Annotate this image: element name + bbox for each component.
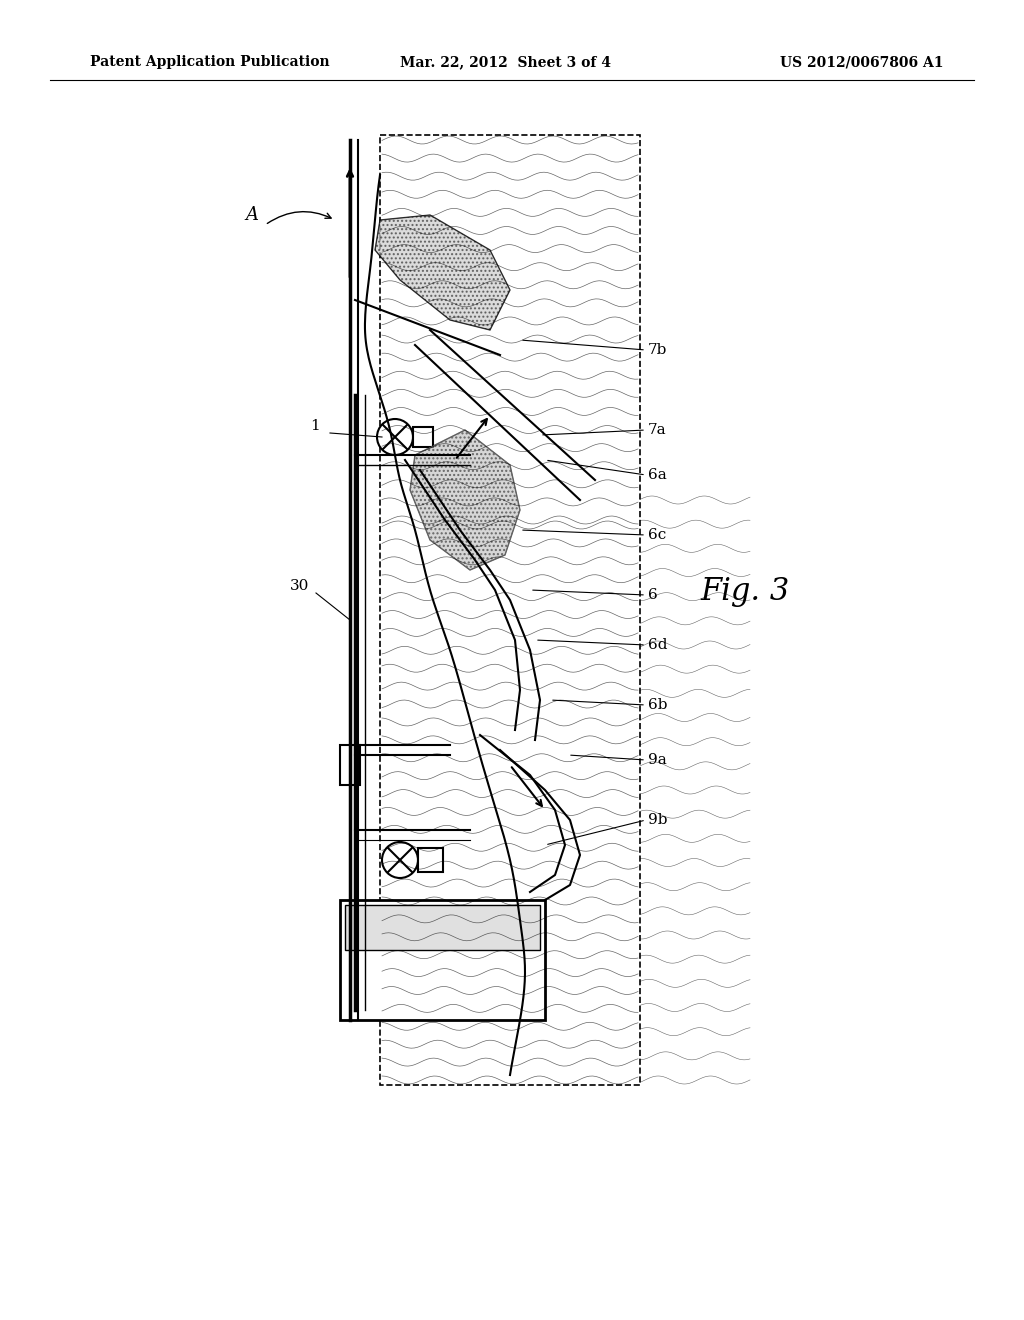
Polygon shape bbox=[410, 430, 520, 570]
Text: Patent Application Publication: Patent Application Publication bbox=[90, 55, 330, 69]
Circle shape bbox=[382, 842, 418, 878]
Text: 9b: 9b bbox=[648, 813, 668, 828]
Text: 30: 30 bbox=[290, 579, 309, 593]
Text: 6: 6 bbox=[648, 587, 657, 602]
Polygon shape bbox=[375, 215, 510, 330]
Text: 6c: 6c bbox=[648, 528, 667, 543]
Text: 9a: 9a bbox=[648, 752, 667, 767]
Text: Fig. 3: Fig. 3 bbox=[700, 576, 790, 607]
Text: Mar. 22, 2012  Sheet 3 of 4: Mar. 22, 2012 Sheet 3 of 4 bbox=[400, 55, 611, 69]
Text: 7a: 7a bbox=[648, 422, 667, 437]
Text: 6b: 6b bbox=[648, 698, 668, 711]
Text: 6a: 6a bbox=[648, 469, 667, 482]
Text: US 2012/0067806 A1: US 2012/0067806 A1 bbox=[780, 55, 943, 69]
Text: 7b: 7b bbox=[648, 343, 668, 356]
Bar bbox=[413, 426, 433, 447]
Bar bbox=[340, 744, 360, 785]
Bar bbox=[340, 900, 545, 1020]
Bar bbox=[418, 847, 443, 873]
Circle shape bbox=[377, 418, 413, 455]
Bar bbox=[345, 906, 540, 950]
Text: 6d: 6d bbox=[648, 638, 668, 652]
Text: A: A bbox=[245, 206, 258, 224]
Text: 1: 1 bbox=[310, 418, 319, 433]
